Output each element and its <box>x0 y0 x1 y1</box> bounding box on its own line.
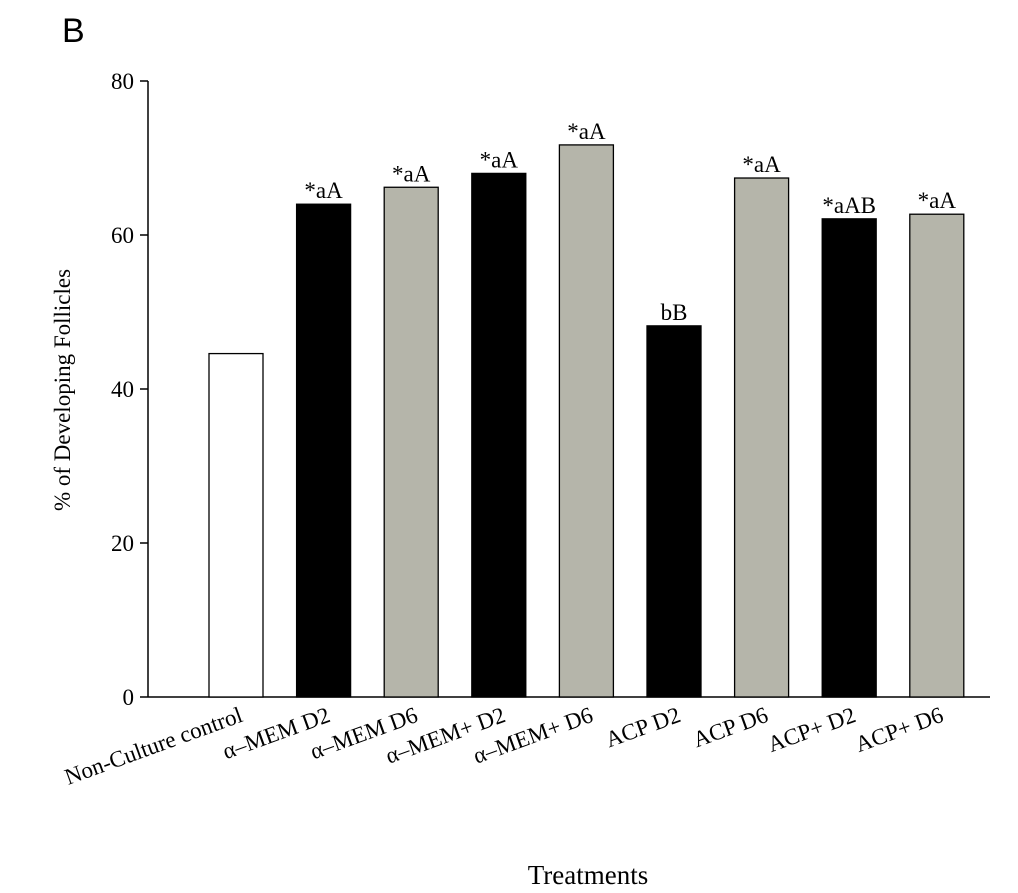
bar-data-label: *aAB <box>822 193 876 218</box>
bar <box>208 352 264 698</box>
bar <box>295 203 352 698</box>
x-category-label: ACP D2 <box>602 702 684 752</box>
bar <box>733 177 790 698</box>
bar <box>383 186 439 698</box>
x-category-label: ACP+ D2 <box>764 702 859 757</box>
x-category-label: Non-Culture control <box>61 702 245 790</box>
bar <box>821 218 877 698</box>
bars <box>208 144 965 698</box>
y-tick-label: 0 <box>123 685 135 710</box>
x-category-label: ACP+ D6 <box>852 702 947 757</box>
y-axis-label: % of Developing Follicles <box>50 269 75 511</box>
bar <box>558 144 615 698</box>
y-tick-label: 80 <box>111 69 134 94</box>
bar-data-label: *aA <box>480 147 519 172</box>
panel-label: B <box>62 12 85 50</box>
bar <box>646 325 702 698</box>
x-axis-label: Treatments <box>528 860 649 890</box>
bar-data-label: *aA <box>742 152 781 177</box>
bar-data-label: *aA <box>918 188 957 213</box>
bar-data-label: *aA <box>304 178 343 203</box>
bar <box>471 172 527 698</box>
y-tick-label: 60 <box>111 223 134 248</box>
bar-data-label: bB <box>661 300 688 325</box>
y-tick-label: 40 <box>111 377 134 402</box>
x-category-label: ACP D6 <box>690 702 772 752</box>
y-tick-label: 20 <box>111 531 134 556</box>
bar-data-label: *aA <box>567 119 606 144</box>
bar <box>909 213 965 698</box>
y-axis: 0 20 40 60 80 <box>111 69 149 710</box>
bar-data-label: *aA <box>392 161 431 186</box>
data-labels: *aA *aA *aA *aA bB *aA *aAB *aA <box>304 119 956 325</box>
